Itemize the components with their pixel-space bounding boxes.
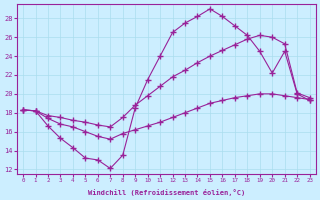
X-axis label: Windchill (Refroidissement éolien,°C): Windchill (Refroidissement éolien,°C) — [88, 189, 245, 196]
